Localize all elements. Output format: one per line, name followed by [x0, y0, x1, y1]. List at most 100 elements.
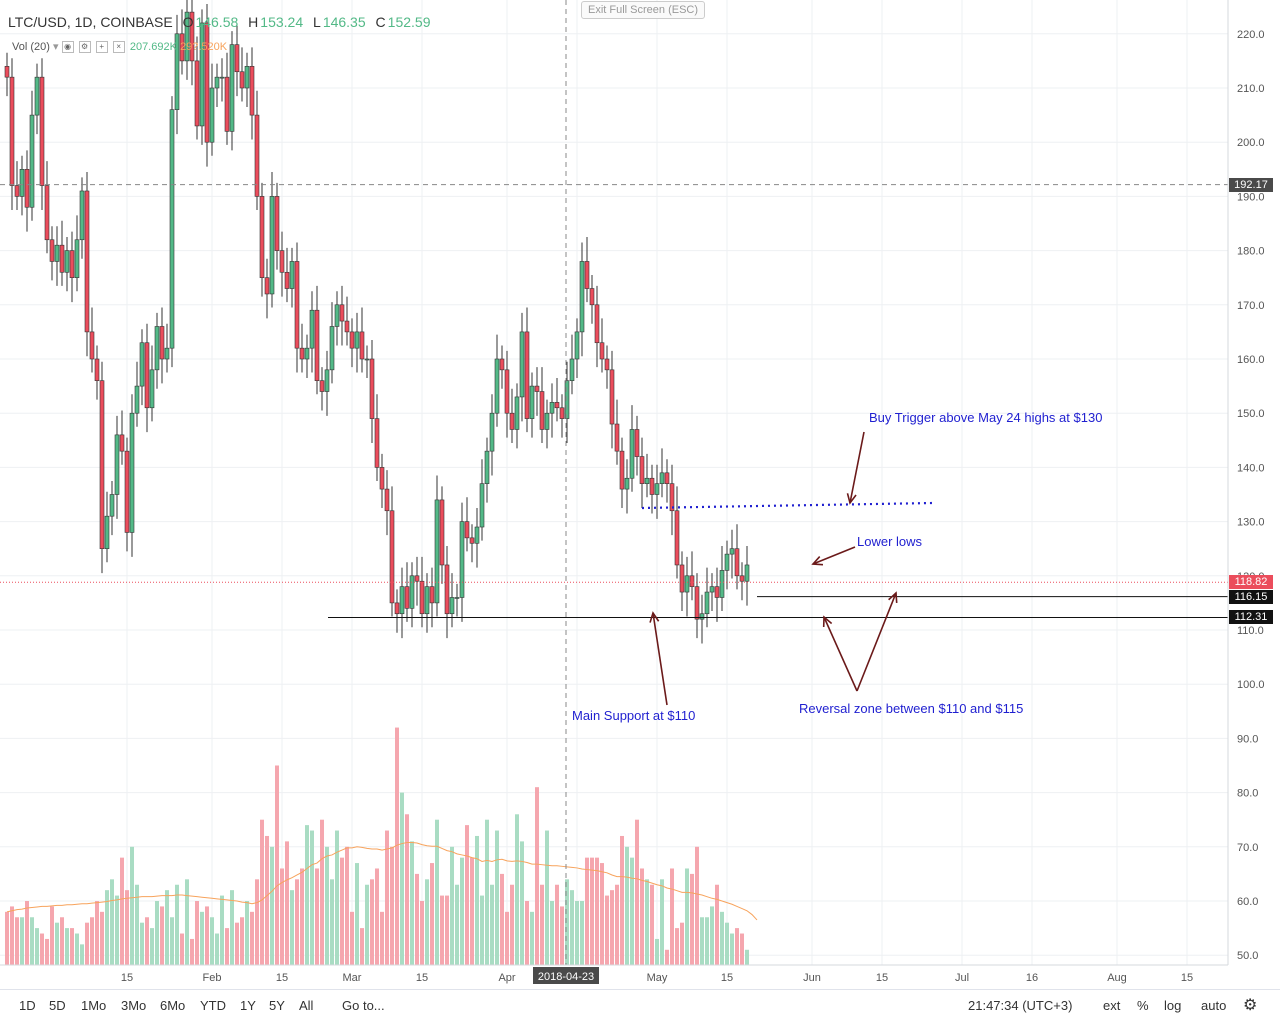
volume-bar — [725, 922, 729, 965]
candle — [354, 331, 360, 349]
range-button-1mo[interactable]: 1Mo — [81, 998, 107, 1013]
candle — [574, 331, 580, 360]
candle — [19, 169, 25, 197]
volume-bar — [570, 890, 574, 965]
ohlc-open-label: O — [182, 14, 194, 30]
time-tick-label: 15 — [721, 972, 733, 984]
candle — [459, 521, 465, 598]
goto-button[interactable]: Go to... — [342, 998, 385, 1013]
volume-bar — [710, 906, 714, 965]
buy-trigger-line — [641, 501, 934, 510]
volume-bar — [500, 873, 504, 965]
exit-fullscreen-button[interactable]: Exit Full Screen (ESC) — [581, 1, 706, 19]
bottom-toolbar: 1D 5D 1Mo 3Mo 6Mo YTD 1Y 5Y All Go to... 21:47:3… — [0, 989, 1280, 1025]
volume-bar — [160, 906, 164, 965]
volume-label: Vol (20) — [12, 41, 50, 53]
volume-bar — [620, 835, 624, 965]
volume-bar — [380, 911, 384, 965]
volume-bar — [345, 846, 349, 965]
candle — [9, 76, 15, 186]
range-button-ytd[interactable]: YTD — [200, 998, 226, 1013]
candle — [669, 483, 675, 512]
volume-bar — [715, 884, 719, 965]
candle — [264, 277, 270, 295]
candle — [259, 196, 265, 278]
price-tick-label: 150.0 — [1237, 408, 1265, 420]
price-tick-label: 90.0 — [1237, 733, 1258, 745]
volume-bar — [365, 884, 369, 965]
volume-bar — [45, 938, 49, 965]
candle — [29, 114, 35, 208]
gear-icon[interactable]: ⚙ — [1243, 997, 1258, 1014]
volume-bar — [135, 884, 139, 965]
arrow-buy-trigger-head — [846, 493, 857, 505]
volume-bar — [440, 895, 444, 965]
volume-bar — [625, 846, 629, 965]
range-button-1d[interactable]: 1D — [19, 998, 36, 1013]
volume-bar — [405, 814, 409, 965]
candle — [474, 526, 480, 544]
volume-ma-layer — [6, 841, 758, 921]
candles — [4, 0, 750, 644]
candle — [634, 429, 640, 457]
candle — [679, 564, 685, 593]
candle — [39, 76, 45, 186]
range-button-1y[interactable]: 1Y — [240, 998, 256, 1013]
plus-icon[interactable]: + — [95, 41, 108, 54]
volume-bar — [390, 846, 394, 965]
candle — [54, 244, 60, 262]
volume-bar — [375, 868, 379, 965]
range-button-6mo[interactable]: 6Mo — [160, 998, 186, 1013]
candle — [554, 402, 560, 409]
range-button-3mo[interactable]: 3Mo — [121, 998, 147, 1013]
percent-toggle[interactable]: % — [1137, 998, 1149, 1013]
candle — [744, 564, 750, 582]
volume-bar — [330, 879, 334, 965]
volume-ma-line — [6, 841, 758, 921]
log-toggle[interactable]: log — [1164, 998, 1182, 1013]
auto-toggle[interactable]: auto — [1201, 998, 1227, 1013]
gear-icon[interactable]: ⚙ — [78, 41, 91, 54]
crosshair-date-label: 2018-04-23 — [538, 971, 594, 983]
volume-bar — [385, 830, 389, 965]
volume-bar — [295, 879, 299, 965]
candle — [479, 483, 485, 528]
ext-toggle[interactable]: ext — [1103, 998, 1121, 1013]
range-button-all[interactable]: All — [299, 998, 314, 1013]
volume-bar — [490, 884, 494, 965]
candle — [409, 575, 415, 609]
time-tick-label: 15 — [1181, 972, 1193, 984]
volume-bar — [50, 906, 54, 965]
chevron-down-icon[interactable]: ▾ — [52, 41, 59, 53]
volume-bar — [515, 814, 519, 965]
arrow-lower-lows — [812, 546, 856, 565]
range-button-5y[interactable]: 5Y — [269, 998, 285, 1013]
volume-bar — [565, 879, 569, 965]
volume-bar — [695, 846, 699, 965]
volume-bar — [120, 857, 124, 965]
candle — [399, 586, 405, 615]
volume-bar — [590, 857, 594, 965]
candle — [514, 396, 520, 430]
volume-bar — [360, 928, 364, 965]
volume-bar — [40, 933, 44, 965]
candle — [169, 109, 175, 349]
time-tick-label: 16 — [1026, 972, 1038, 984]
candle — [99, 380, 105, 549]
volume-bar — [315, 868, 319, 965]
range-button-5d[interactable]: 5D — [49, 998, 66, 1013]
candle — [624, 477, 630, 490]
volume-bar — [305, 825, 309, 965]
close-icon[interactable]: × — [112, 41, 125, 54]
price-tick-label: 50.0 — [1237, 950, 1258, 962]
volume-bar — [55, 922, 59, 965]
volume-bar — [140, 922, 144, 965]
candle — [539, 391, 545, 430]
candle — [229, 44, 235, 132]
eye-icon[interactable]: ◉ — [61, 41, 74, 54]
candle — [544, 412, 550, 430]
ohlc-close-label: C — [375, 14, 386, 30]
candle — [294, 261, 300, 349]
